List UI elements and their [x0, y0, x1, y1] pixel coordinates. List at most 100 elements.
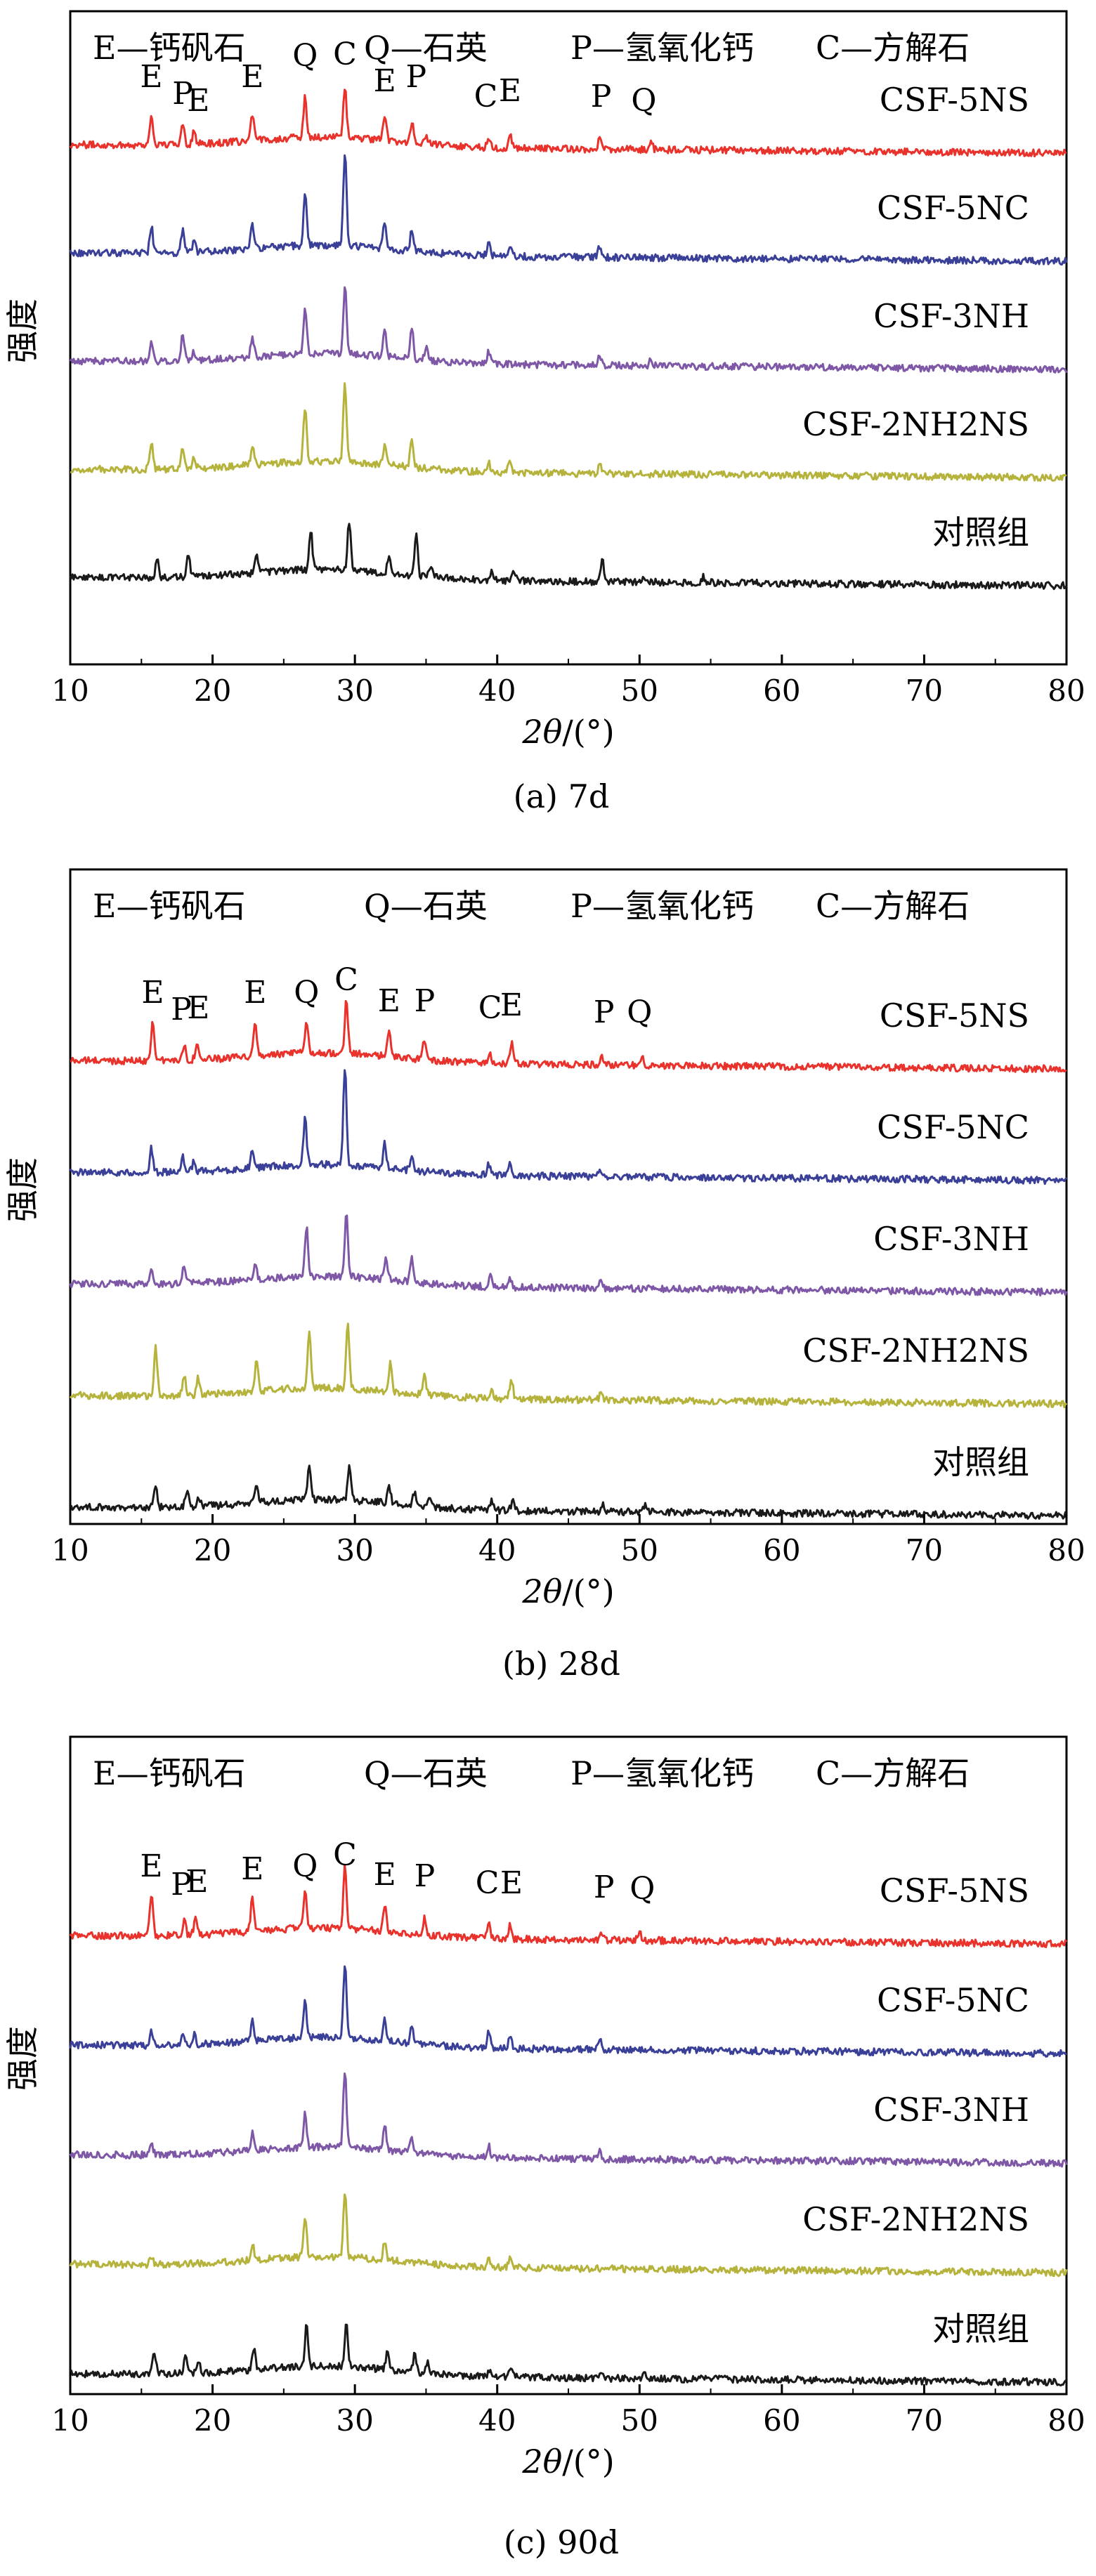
- peak-annotation: E: [374, 1857, 396, 1893]
- series-line-csf-5nc: [69, 1069, 1068, 1185]
- x-tick-label: 20: [194, 2403, 231, 2438]
- legend-entry: C—方解石: [816, 887, 970, 925]
- series-label: CSF-3NH: [873, 2091, 1029, 2129]
- peak-annotation: C: [333, 37, 357, 72]
- peak-annotation: E: [378, 983, 400, 1019]
- peak-annotation: C: [334, 962, 358, 998]
- series-label: CSF-3NH: [873, 1220, 1029, 1258]
- legend-entry: E—钙矾石: [93, 1754, 246, 1792]
- peak-annotation: P: [415, 983, 436, 1019]
- panel-caption: (a) 7d: [514, 777, 610, 815]
- peak-annotation: P: [415, 1858, 436, 1894]
- x-tick-label: 80: [1048, 1533, 1085, 1568]
- x-tick-label: 50: [621, 673, 658, 708]
- peak-annotation: E: [187, 83, 209, 119]
- peak-annotation: E: [140, 1848, 162, 1884]
- series-line-csf-5ns: [69, 1863, 1068, 1948]
- x-tick-label: 30: [336, 2403, 373, 2438]
- peak-annotation: P: [405, 59, 426, 95]
- x-axis-title-unit: /(°): [562, 713, 614, 751]
- chart-panel-28d: E—钙矾石 Q—石英 P—氢氧化钙 C—方解石 CSF-5NS CSF-5NC CSF-3N…: [4, 868, 1085, 1683]
- series-label: CSF-5NC: [877, 1981, 1029, 2019]
- series-line-csf-5nc: [69, 154, 1068, 266]
- peak-annotation: Q: [294, 975, 319, 1011]
- peak-annotation: C: [478, 990, 502, 1026]
- series-line-csf-2nh2ns: [69, 1322, 1068, 1409]
- peak-annotation: E: [374, 63, 396, 99]
- plot-frame: [69, 1735, 1068, 2396]
- series-line-csf-3nh: [69, 286, 1068, 374]
- peak-annotation: E: [241, 1851, 263, 1887]
- peak-annotation: Q: [631, 83, 656, 119]
- series-label: CSF-5NC: [877, 1108, 1029, 1146]
- series-line-control-4: [69, 523, 1068, 591]
- peak-annotation: Q: [292, 1848, 318, 1884]
- x-tick-label: 70: [906, 673, 943, 708]
- series-label: CSF-2NH2NS: [802, 2200, 1029, 2238]
- series-label: CSF-5NS: [880, 997, 1029, 1034]
- panel-caption: (c) 90d: [504, 2523, 619, 2561]
- legend-entry: E—钙矾石: [93, 887, 246, 925]
- y-axis-title: 强度: [4, 2026, 41, 2091]
- x-tick-label: 70: [906, 2403, 943, 2438]
- x-tick-label: 30: [336, 673, 373, 708]
- y-axis-title: 强度: [4, 1157, 41, 1222]
- peak-annotation: Q: [627, 994, 652, 1030]
- x-tick-label: 80: [1048, 2403, 1085, 2438]
- peak-annotation: E: [500, 987, 523, 1023]
- x-tick-label: 10: [51, 673, 89, 708]
- x-tick-label: 60: [763, 1533, 800, 1568]
- peak-annotation: P: [171, 1867, 192, 1903]
- series-label: 对照组: [932, 2310, 1029, 2348]
- peak-annotation: P: [171, 992, 192, 1027]
- series-label: CSF-5NS: [880, 81, 1029, 119]
- series-label: CSF-5NS: [880, 1872, 1029, 1910]
- series-line-csf-3nh: [69, 2072, 1068, 2168]
- x-axis-title-unit: /(°): [562, 2443, 614, 2480]
- series-line-control-4: [70, 1464, 1068, 1520]
- legend-entry: E—钙矾石: [93, 29, 246, 67]
- legend-entry: P—氢氧化钙: [570, 887, 754, 925]
- x-tick-label: 10: [51, 1533, 89, 1568]
- peak-annotation: E: [187, 990, 209, 1026]
- legend-entry: Q—石英: [364, 29, 488, 67]
- panel-caption: (b) 28d: [502, 1645, 620, 1683]
- legend-entry: P—氢氧化钙: [570, 1754, 754, 1792]
- x-tick-label: 60: [763, 2403, 800, 2438]
- x-axis-title-symbol: 2θ: [521, 1572, 562, 1610]
- x-tick-label: 50: [621, 1533, 658, 1568]
- series-line-control-4: [70, 2323, 1067, 2387]
- x-tick-label: 20: [194, 673, 231, 708]
- peak-annotation: P: [594, 994, 615, 1030]
- legend-entry: C—方解石: [816, 1754, 970, 1792]
- peak-annotation: C: [333, 1837, 357, 1873]
- series-label: CSF-2NH2NS: [802, 405, 1029, 443]
- x-tick-label: 30: [336, 1533, 373, 1568]
- peak-annotation: E: [244, 975, 266, 1011]
- peak-annotation: E: [140, 59, 162, 95]
- x-tick-label: 10: [51, 2403, 89, 2438]
- peak-annotation: E: [241, 59, 263, 95]
- x-axis-title-symbol: 2θ: [521, 2443, 562, 2480]
- x-axis-title: 2θ/(°): [521, 1572, 614, 1610]
- peak-annotation: P: [172, 76, 193, 112]
- series-line-csf-5nc: [69, 1965, 1067, 2058]
- peak-annotation: Q: [629, 1871, 655, 1907]
- x-tick-label: 40: [478, 673, 516, 708]
- x-axis-title-symbol: 2θ: [521, 713, 562, 751]
- x-tick-label: 70: [906, 1533, 943, 1568]
- series-line-csf-2nh2ns: [70, 382, 1067, 482]
- peak-annotation: C: [476, 1865, 500, 1901]
- y-axis-title: 强度: [4, 298, 41, 363]
- peak-annotation: E: [500, 1865, 523, 1901]
- x-axis-title-unit: /(°): [562, 1572, 614, 1610]
- series-label: 对照组: [932, 513, 1029, 551]
- series-label: CSF-2NH2NS: [802, 1332, 1029, 1369]
- series-line-csf-5ns: [69, 88, 1067, 158]
- peak-annotation: P: [594, 1869, 615, 1905]
- x-tick-label: 40: [478, 2403, 516, 2438]
- legend-entry: P—氢氧化钙: [570, 29, 754, 67]
- legend-entry: Q—石英: [364, 1754, 488, 1792]
- peak-annotation: E: [141, 975, 164, 1011]
